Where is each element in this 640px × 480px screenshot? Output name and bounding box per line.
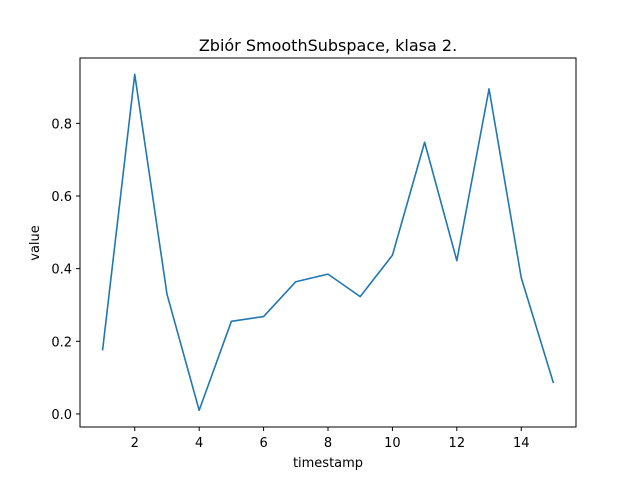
series-line-1 [101, 73, 555, 412]
y-tick-label: 0.8 [51, 117, 72, 132]
x-tick-label: 2 [131, 436, 139, 451]
x-tick-label: 12 [449, 436, 466, 451]
y-tick-label: 0.0 [51, 408, 72, 423]
plot-area [101, 73, 555, 412]
y-tick-label: 0.6 [51, 190, 72, 205]
x-axis-label: timestamp [293, 456, 363, 471]
x-axis: 2 4 6 8 10 12 14 [131, 427, 530, 451]
x-tick-label: 14 [513, 436, 530, 451]
y-axis-label: value [28, 225, 43, 261]
x-tick-label: 4 [195, 436, 203, 451]
axes-frame [79, 57, 577, 428]
x-tick-label: 8 [324, 436, 332, 451]
y-tick-label: 0.4 [51, 263, 72, 278]
chart-title: Zbiór SmoothSubspace, klasa 2. [199, 36, 457, 55]
y-axis: 0.0 0.2 0.4 0.6 0.8 [51, 117, 80, 423]
x-tick-label: 6 [259, 436, 267, 451]
y-tick-label: 0.2 [51, 335, 72, 350]
x-tick-label: 10 [384, 436, 401, 451]
